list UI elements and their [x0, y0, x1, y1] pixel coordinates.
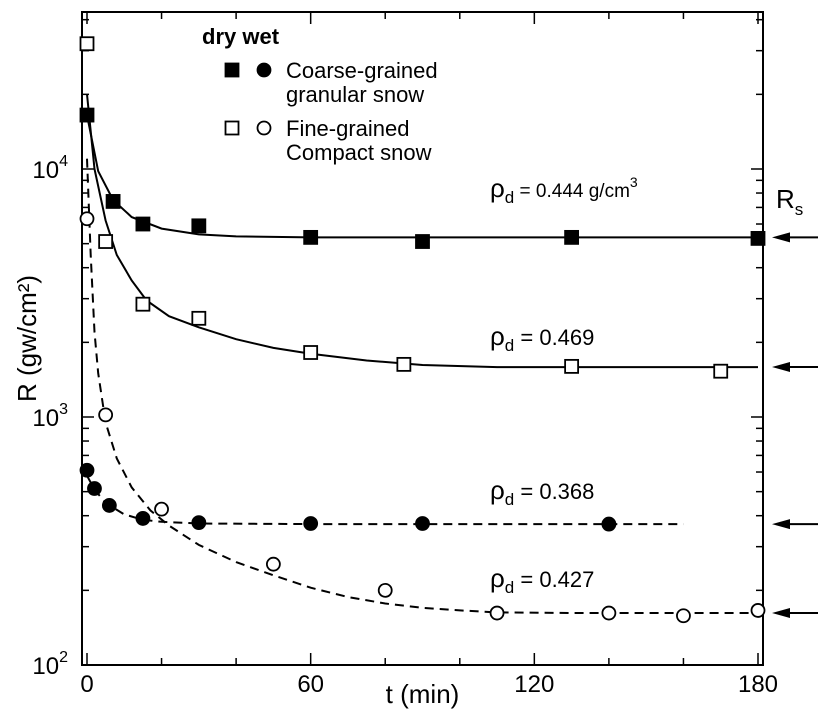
data-point-s3	[601, 516, 617, 532]
rho-symbol: ρ	[490, 173, 505, 203]
data-point-s2	[191, 310, 207, 326]
rs-arrow-head	[772, 232, 790, 243]
rho-symbol: ρ	[490, 321, 505, 351]
data-point-s1	[191, 218, 207, 234]
data-point-s2	[564, 358, 580, 374]
data-point-s3	[101, 498, 117, 513]
data-point-s1	[415, 234, 430, 249]
rs-arrow-head	[772, 519, 790, 530]
rho-symbol: ρ	[490, 475, 505, 505]
y-tick-base: 10	[32, 653, 59, 680]
rho-label-2: ρd = 0.469	[490, 321, 594, 355]
data-point-s4	[265, 556, 281, 572]
legend-label-line2: granular snow	[286, 82, 424, 107]
data-point-s2	[396, 356, 412, 372]
y-tick-label: 104	[32, 153, 68, 184]
plot-frame	[81, 11, 764, 666]
data-point-s3	[87, 481, 102, 496]
data-point-s4	[79, 211, 95, 227]
rho-value: = 0.469	[514, 325, 594, 350]
y-tick-exponent: 2	[59, 649, 68, 666]
rs-markers: Rs	[772, 184, 818, 619]
data-point-s4	[676, 608, 691, 624]
data-point-s3	[135, 511, 151, 526]
fit-curve-4	[86, 158, 758, 614]
y-tick-label: 103	[32, 401, 68, 432]
data-point-s1	[135, 216, 151, 232]
rho-value: = 0.368	[514, 479, 594, 504]
data-point-s4	[750, 603, 766, 618]
rho-subscript: d	[505, 188, 514, 207]
y-tick-label: 102	[32, 649, 68, 680]
fit-curve-2	[86, 94, 758, 369]
legend-label-line1: Coarse-grained	[286, 58, 438, 83]
data-point-s1	[105, 194, 121, 209]
rho-label-1: ρd = 0.444 g/cm3	[490, 173, 638, 207]
legend-wet-marker	[256, 62, 272, 78]
data-points	[79, 36, 766, 624]
rs-letter: R	[776, 184, 795, 214]
data-point-s2	[135, 296, 151, 312]
rho-subscript: d	[505, 336, 514, 355]
data-point-s2	[79, 36, 95, 52]
rs-arrow-head	[772, 362, 790, 373]
legend-dry-marker	[224, 120, 240, 136]
x-axis-label: t (min)	[386, 679, 460, 709]
data-point-s3	[79, 462, 95, 478]
data-point-s4	[489, 605, 505, 621]
rho-subscript: d	[505, 578, 514, 597]
rho-label-3: ρd = 0.368	[490, 475, 594, 509]
legend-label-line2: Compact snow	[286, 140, 432, 165]
legend-wet-marker	[256, 120, 272, 136]
data-point-s4	[98, 407, 114, 423]
y-tick-base: 10	[32, 405, 59, 432]
x-tick-label: 0	[80, 671, 93, 698]
data-point-s4	[377, 582, 393, 598]
data-point-s2	[98, 234, 114, 249]
legend-header: dry wet	[202, 24, 280, 49]
data-point-s1	[564, 229, 580, 245]
data-point-s4	[154, 501, 169, 517]
y-axis-label: R (gw/cm²)	[12, 275, 42, 402]
data-point-s4	[601, 605, 617, 621]
rho-value: = 0.444 g/cm	[514, 181, 630, 202]
rho-symbol: ρ	[490, 563, 505, 593]
legend-label-line1: Fine-grained	[286, 116, 410, 141]
rho-unit-exponent: 3	[630, 174, 638, 190]
x-tick-label: 120	[514, 671, 554, 698]
x-tick-label: 180	[738, 671, 778, 698]
legend-dry-marker	[224, 62, 240, 78]
y-tick-exponent: 3	[59, 401, 68, 418]
data-point-s1	[750, 231, 766, 246]
rs-label: Rs	[776, 184, 803, 219]
x-tick-label: 60	[297, 671, 324, 698]
data-point-s2	[713, 363, 729, 379]
fit-curves	[86, 94, 758, 614]
rho-subscript: d	[505, 490, 514, 509]
data-point-s3	[415, 516, 430, 531]
rs-subscript: s	[795, 200, 804, 219]
fit-curve-1	[86, 114, 758, 239]
data-point-s3	[191, 515, 207, 531]
rho-value: = 0.427	[514, 567, 594, 592]
rs-arrow-head	[772, 608, 790, 619]
data-point-s3	[303, 516, 319, 531]
y-tick-base: 10	[32, 157, 59, 184]
rho-label-4: ρd = 0.427	[490, 563, 594, 597]
y-tick-exponent: 4	[59, 153, 68, 170]
data-point-s2	[303, 345, 319, 360]
fit-curve-3	[86, 475, 684, 526]
data-point-s1	[79, 107, 95, 123]
data-point-s1	[303, 229, 319, 245]
